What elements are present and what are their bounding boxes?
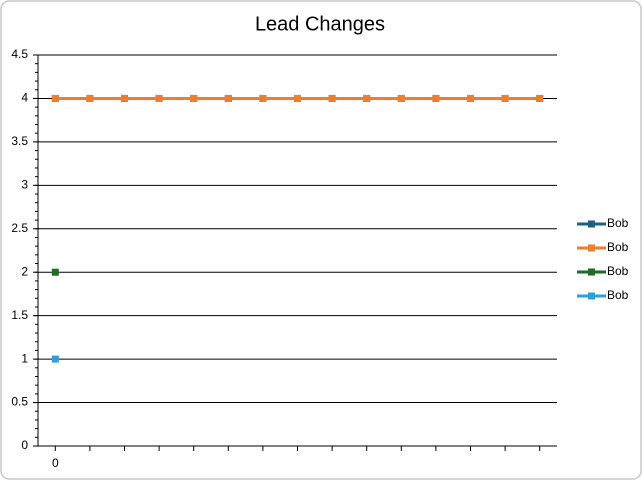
marker xyxy=(121,94,128,102)
legend-label: Bob xyxy=(607,240,629,254)
y-tick-label: 0.5 xyxy=(11,395,28,409)
marker xyxy=(363,94,371,102)
y-tick-label: 4 xyxy=(21,91,28,105)
marker xyxy=(259,94,267,102)
legend-marker xyxy=(588,292,595,300)
marker xyxy=(190,94,198,102)
marker xyxy=(467,94,474,102)
y-tick-label: 2 xyxy=(21,264,28,278)
legend-marker xyxy=(588,220,595,228)
marker xyxy=(432,94,440,102)
marker xyxy=(501,94,509,102)
marker xyxy=(51,355,59,363)
legend-marker xyxy=(588,244,595,252)
y-tick-label: 2.5 xyxy=(11,221,28,235)
legend-label: Bob xyxy=(607,264,629,278)
x-tick-label: 0 xyxy=(52,456,59,470)
marker xyxy=(294,94,301,102)
legend-label: Bob xyxy=(607,288,629,302)
y-tick-label: 3.5 xyxy=(11,134,28,148)
marker xyxy=(155,94,163,102)
marker xyxy=(224,94,232,102)
y-tick-label: 1 xyxy=(21,351,28,365)
y-tick-label: 4.5 xyxy=(11,47,28,61)
legend-marker xyxy=(588,268,595,276)
marker xyxy=(51,268,59,276)
marker xyxy=(51,94,59,102)
marker xyxy=(397,94,405,102)
y-tick-label: 0 xyxy=(21,438,28,452)
marker xyxy=(86,94,94,102)
chart-title: Lead Changes xyxy=(255,13,385,35)
marker xyxy=(328,94,336,102)
marker xyxy=(536,94,544,102)
legend-label: Bob xyxy=(607,216,629,230)
y-tick-label: 3 xyxy=(21,178,28,192)
y-tick-label: 1.5 xyxy=(11,308,28,322)
